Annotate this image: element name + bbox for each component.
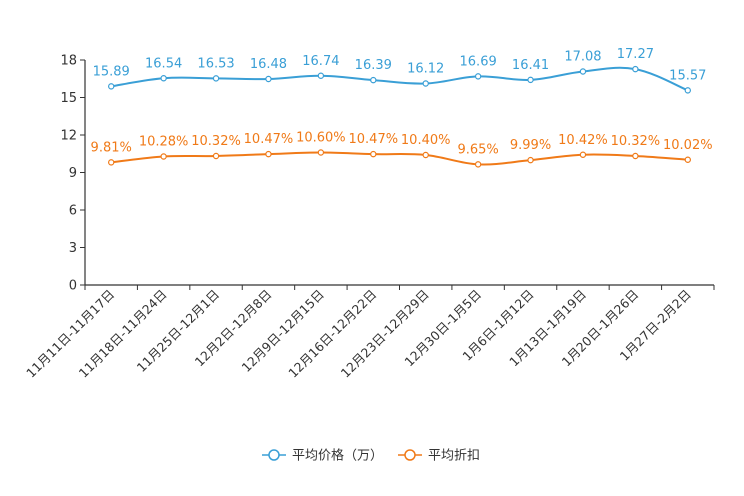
series-line-2 (111, 151, 688, 166)
data-point (212, 152, 220, 160)
data-label: 9.99% (510, 138, 551, 153)
data-point (527, 76, 534, 84)
x-tick-label: 11月18日-11月24日 (76, 287, 170, 381)
data-point (265, 150, 272, 158)
data-point (108, 83, 115, 90)
legend-label: 平均价格（万） (292, 448, 383, 464)
data-label: 10.02% (663, 138, 713, 153)
data-label: 15.57 (669, 68, 706, 83)
y-tick-label: 9 (69, 166, 77, 181)
data-label: 9.81% (91, 140, 132, 155)
data-label: 16.41 (512, 58, 549, 73)
data-label: 16.12 (407, 62, 444, 77)
data-point (370, 76, 377, 84)
data-point (684, 156, 691, 163)
data-label: 10.60% (296, 131, 346, 146)
data-point (474, 73, 482, 80)
data-point (160, 75, 167, 82)
data-label: 10.47% (349, 132, 399, 147)
data-labels-layer: 15.89 16.54 16.53 16.48 16.74 16.39 16.12 16.69… (91, 47, 713, 157)
data-point (317, 149, 325, 156)
data-label: 16.54 (145, 56, 182, 71)
legend: 平均价格（万） 平均折扣 (262, 448, 480, 464)
legend-marker (404, 449, 416, 461)
data-label: 10.32% (611, 134, 661, 149)
data-point (579, 68, 587, 75)
data-label: 17.08 (564, 50, 601, 65)
data-label: 10.28% (139, 135, 189, 150)
data-label: 9.65% (457, 142, 498, 157)
y-tick-label: 18 (60, 54, 77, 69)
data-label: 17.27 (617, 47, 654, 62)
data-point (474, 161, 482, 168)
data-point (632, 152, 639, 160)
y-tick-label: 3 (69, 241, 77, 256)
data-point (632, 65, 639, 73)
data-label: 10.42% (558, 133, 608, 148)
data-point (108, 159, 115, 166)
legend-item-2[interactable]: 平均折扣 (398, 449, 480, 464)
data-label: 10.40% (401, 133, 451, 148)
data-point (317, 72, 325, 79)
data-point (212, 75, 220, 82)
data-point (527, 156, 534, 164)
data-label: 15.89 (93, 64, 130, 79)
data-point (422, 80, 429, 87)
data-point (684, 87, 691, 94)
data-point (579, 151, 587, 158)
x-tick-label: 11月11日-11月17日 (23, 287, 117, 381)
data-label: 16.53 (197, 56, 234, 71)
legend-label: 平均折扣 (428, 449, 480, 464)
data-point (422, 151, 429, 159)
chart-axes: 036912151811月11日-11月17日11月18日-11月24日11月2… (23, 54, 715, 381)
y-tick-label: 15 (60, 91, 77, 106)
data-point (370, 150, 377, 158)
data-label: 16.69 (460, 54, 497, 69)
legend-marker (268, 449, 280, 461)
y-tick-label: 0 (69, 279, 77, 294)
data-point (265, 75, 272, 83)
series-line-1 (111, 66, 689, 92)
data-label: 16.39 (355, 58, 392, 73)
series-layer (108, 65, 691, 168)
x-tick-label: 12月23日-12月29日 (338, 287, 432, 381)
y-tick-label: 12 (60, 129, 77, 144)
y-tick-label: 6 (69, 204, 77, 219)
data-label: 16.48 (250, 57, 287, 72)
legend-item-1[interactable]: 平均价格（万） (262, 448, 383, 464)
data-label: 16.74 (302, 54, 339, 69)
x-tick-label: 12月16日-12月22日 (285, 287, 379, 381)
data-label: 10.32% (191, 134, 241, 149)
data-label: 10.47% (244, 132, 294, 147)
data-point (160, 153, 167, 160)
